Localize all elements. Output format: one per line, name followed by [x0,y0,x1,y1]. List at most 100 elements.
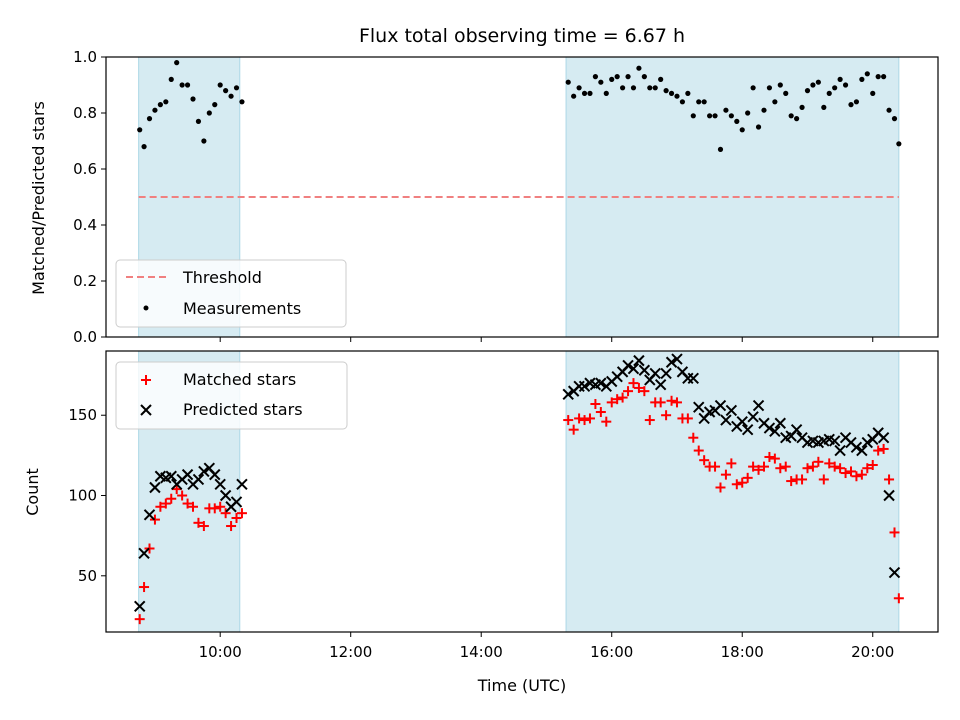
matched-star-point [699,455,710,466]
predicted-star-point-b [584,377,596,389]
predicted-star-point [693,401,705,413]
predicted-star-point [714,399,727,412]
measurement-point [152,107,158,113]
bottom-x-axis: 10:00 12:00 14:00 16:00 18:00 20:00 [199,632,894,661]
matched-star-point [166,493,177,504]
measurement-point [712,113,718,119]
predicted-star-point-b [203,462,216,474]
matched-star-point [758,461,769,472]
predicted-star-point-b [671,353,683,365]
predicted-star-point [763,422,776,434]
measurement-point [755,124,762,130]
measurement-point [217,82,223,88]
matched-star-point [835,463,846,474]
matched-star-point [579,415,590,426]
matched-star-point [867,460,878,471]
measurement-point [891,116,898,122]
measurement-point [875,74,881,80]
measurement-point [603,90,609,96]
predicted-star-point [671,353,683,365]
measurement-point [685,90,691,96]
legend-x-marker [140,404,152,416]
matched-star-point [775,463,786,474]
measurement-point [212,102,218,108]
predicted-star-point [883,489,895,502]
predicted-stars-series [134,353,901,613]
legend-threshold-label: Threshold [182,268,262,287]
predicted-star-point [638,364,651,376]
measurement-point [163,99,169,105]
x-tick-label: 20:00 [851,643,894,661]
predicted-star-point [181,468,194,481]
predicted-star-point [665,356,678,368]
predicted-star-point-b [807,435,819,447]
matched-star-point [862,463,873,474]
measurement-point [228,93,234,99]
predicted-star-point-b [823,433,835,446]
measurement-point [848,102,854,108]
predicted-star-point [578,380,591,393]
legend-matched-label: Matched stars [183,370,296,389]
matched-star-point [813,456,824,467]
matched-star-point [155,501,166,512]
measurement-point [783,90,789,96]
measurement-point [636,65,642,71]
measurement-point [701,99,707,105]
predicted-star-point-b [198,465,210,478]
measurement-point [620,85,626,91]
predicted-star-point [649,367,661,380]
predicted-star-point-b [633,354,645,367]
predicted-star-point [720,414,732,426]
measurement-point [766,85,773,91]
predicted-star-point-b [856,444,868,457]
bottom-legend: Matched stars Predicted stars [115,361,348,430]
measurement-point [190,96,196,102]
measurement-point [864,71,870,77]
measurement-point [146,116,153,122]
predicted-star-point [138,547,150,560]
measurement-point [239,99,245,105]
measurement-point [821,104,827,110]
matched-star-point [171,484,182,495]
matched-star-point [226,521,237,532]
matched-star-point [764,451,775,462]
predicted-star-point-b [861,436,874,449]
matched-star-point [845,466,856,477]
predicted-star-point-b [872,427,884,439]
matched-star-point [601,416,612,427]
predicted-star-point [627,362,640,375]
top-legend-box [115,259,347,328]
measurement-point [870,90,876,96]
matched-star-point [193,517,204,528]
measurement-point [679,99,686,105]
predicted-star-point-b [752,399,765,412]
matched-star-point [731,479,742,490]
predicted-star-point-b [214,478,226,490]
matched-star-point [807,461,818,472]
predicted-star-point-b [839,432,852,444]
predicted-star-point [888,566,901,579]
predicted-star-point-b [883,489,895,502]
measurement-point [728,113,734,119]
predicted-star-point [660,367,672,380]
predicted-star-point-b [230,496,243,508]
predicted-star-point-b [828,435,841,447]
measurement-point [794,116,800,122]
matched-star-point [682,413,693,424]
measurement-point [641,74,647,80]
predicted-star-point [562,388,574,401]
predicted-star-point [654,379,667,391]
top-panel: 0.0 0.2 0.4 0.6 0.8 1.0 Matched/Predicted sta… [29,48,939,346]
predicted-star-point-b [181,468,194,481]
matched-star-point [220,508,231,519]
predicted-star-point-b [834,444,846,457]
measurement-point [707,113,713,119]
matched-star-point [884,474,895,485]
matched-star-point [666,395,677,406]
measurement-point [896,141,902,147]
predicted-star-point-b [192,473,205,486]
predicted-star-point-b [154,470,167,482]
measurement-point [853,99,860,105]
measurement-point [184,82,191,88]
